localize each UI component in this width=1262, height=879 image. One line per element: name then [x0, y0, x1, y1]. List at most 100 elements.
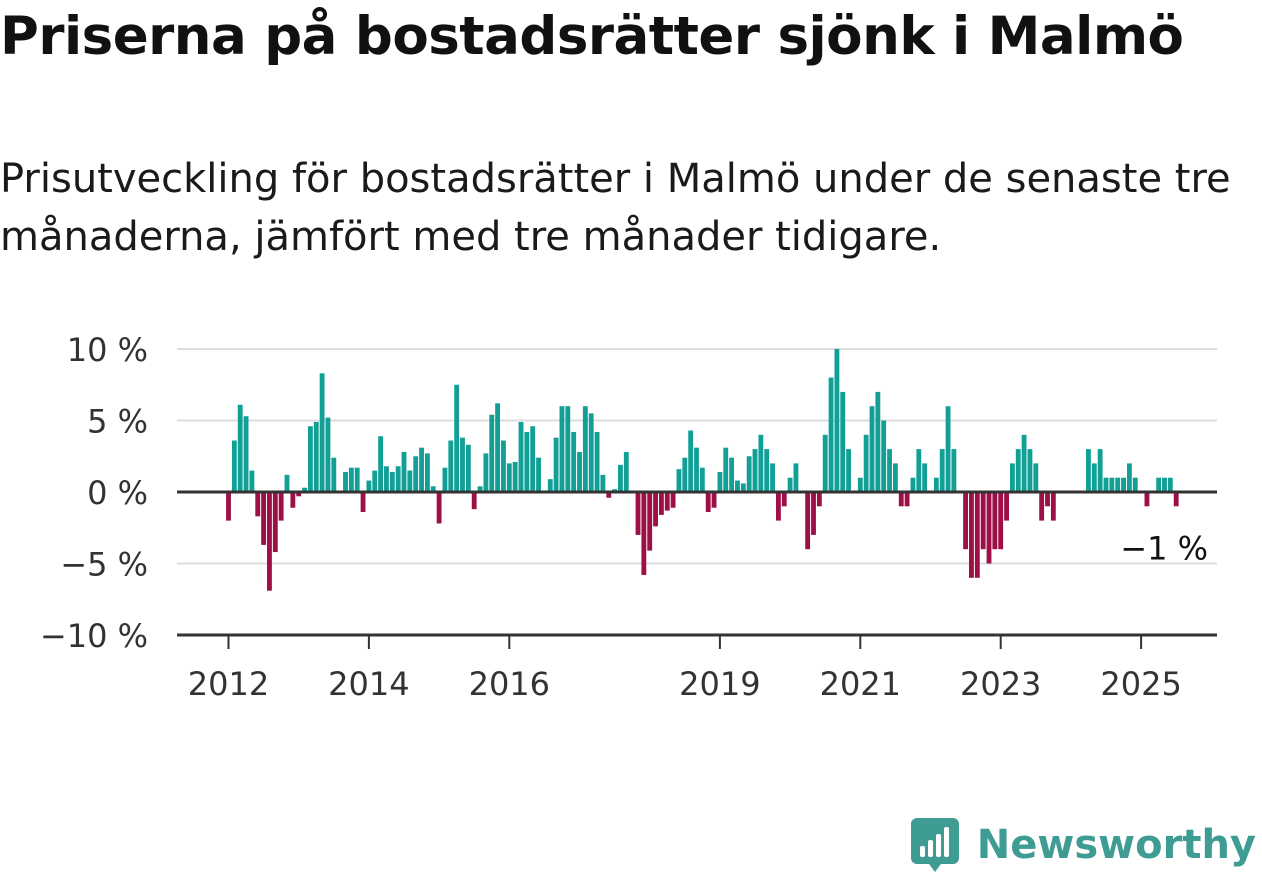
bar: [869, 406, 875, 492]
bar: [980, 492, 986, 550]
bar: [1009, 463, 1015, 492]
bar: [348, 467, 354, 492]
axes: [177, 490, 1217, 649]
bar: [951, 449, 957, 492]
bar: [243, 416, 249, 492]
bar: [787, 477, 793, 492]
bar: [676, 469, 682, 492]
bar: [735, 480, 740, 492]
bar: [711, 492, 717, 508]
bar: [261, 492, 267, 545]
bar: [811, 492, 816, 535]
bar: [384, 466, 389, 492]
bar: [460, 437, 465, 492]
bar: [1144, 492, 1150, 507]
bar: [278, 492, 284, 521]
bar: [910, 477, 916, 492]
bar: [489, 414, 495, 492]
bar: [559, 406, 565, 492]
bar: [296, 492, 302, 497]
bar: [740, 483, 746, 492]
bar: [688, 430, 694, 492]
bar: [875, 391, 881, 492]
bar: [395, 466, 401, 492]
bar: [1132, 477, 1138, 492]
bar: [600, 474, 606, 492]
bar: [834, 349, 840, 492]
bar: [916, 449, 922, 492]
bar: [933, 477, 939, 492]
bar: [805, 492, 811, 550]
bar: [828, 377, 834, 492]
bar: [746, 456, 752, 492]
axis-labels: 10 % 5 % 0 % −5 % −10 % 2012 2014 2016 2019 2021 2…: [40, 331, 1208, 703]
bar: [454, 384, 460, 492]
chart-subtitle: Prisutveckling för bostadsrätter i Malmö…: [0, 156, 1231, 260]
bar: [495, 403, 501, 492]
bar: [670, 492, 676, 508]
bar: [770, 463, 775, 492]
brand-name: Newsworthy: [976, 822, 1256, 868]
bar: [857, 477, 863, 492]
bar: [465, 444, 471, 492]
bar: [524, 431, 530, 492]
bar: [419, 447, 424, 492]
bar: [360, 492, 366, 513]
bar: [723, 447, 729, 492]
bar: [284, 474, 290, 492]
bar: [606, 492, 612, 498]
bar: [313, 421, 319, 492]
brand-logo: Newsworthy: [910, 817, 1256, 873]
bar: [699, 467, 705, 492]
bar: [536, 457, 541, 492]
bar: [1033, 463, 1039, 492]
x-tick-label: 2025: [1100, 665, 1181, 703]
bar: [1091, 463, 1097, 492]
bar: [378, 436, 384, 492]
bar: [793, 463, 799, 492]
bar: [512, 461, 518, 492]
bar: [226, 492, 231, 521]
bar: [594, 431, 600, 492]
bar: [1004, 492, 1009, 521]
newsworthy-logo-icon: [910, 818, 959, 872]
bar: [506, 463, 512, 492]
bar: [641, 492, 647, 575]
bar: [231, 440, 237, 492]
bar: [717, 471, 723, 492]
bar: [898, 492, 904, 507]
bar: [1045, 492, 1050, 507]
bar: [1086, 449, 1091, 492]
bar: [249, 470, 255, 492]
bar: [389, 471, 395, 492]
bar: [343, 471, 348, 492]
bar: [1050, 492, 1056, 521]
bar: [302, 487, 307, 492]
bar: [775, 492, 781, 521]
bar: [1021, 434, 1027, 492]
bar: [682, 457, 688, 492]
bar: [1156, 477, 1162, 492]
bar: [436, 492, 442, 524]
bar: [922, 463, 928, 492]
bar: [366, 480, 372, 492]
bar: [354, 467, 360, 492]
y-tick-label: 10 %: [67, 331, 148, 369]
x-tick-label: 2023: [960, 665, 1041, 703]
bar: [413, 456, 419, 492]
bar: [623, 451, 629, 492]
bar: [588, 413, 594, 492]
bar: [1027, 449, 1033, 492]
bar: [407, 470, 413, 492]
bar: [618, 464, 623, 492]
bar: [752, 449, 758, 492]
bar: [963, 492, 969, 550]
y-tick-label: −5 %: [60, 546, 148, 584]
y-tick-label: 0 %: [87, 474, 148, 512]
bar: [1015, 449, 1021, 492]
bar: [892, 463, 898, 492]
bar: [1173, 492, 1179, 507]
bar: [477, 486, 483, 492]
bar: [781, 492, 787, 507]
bar: [483, 453, 489, 492]
